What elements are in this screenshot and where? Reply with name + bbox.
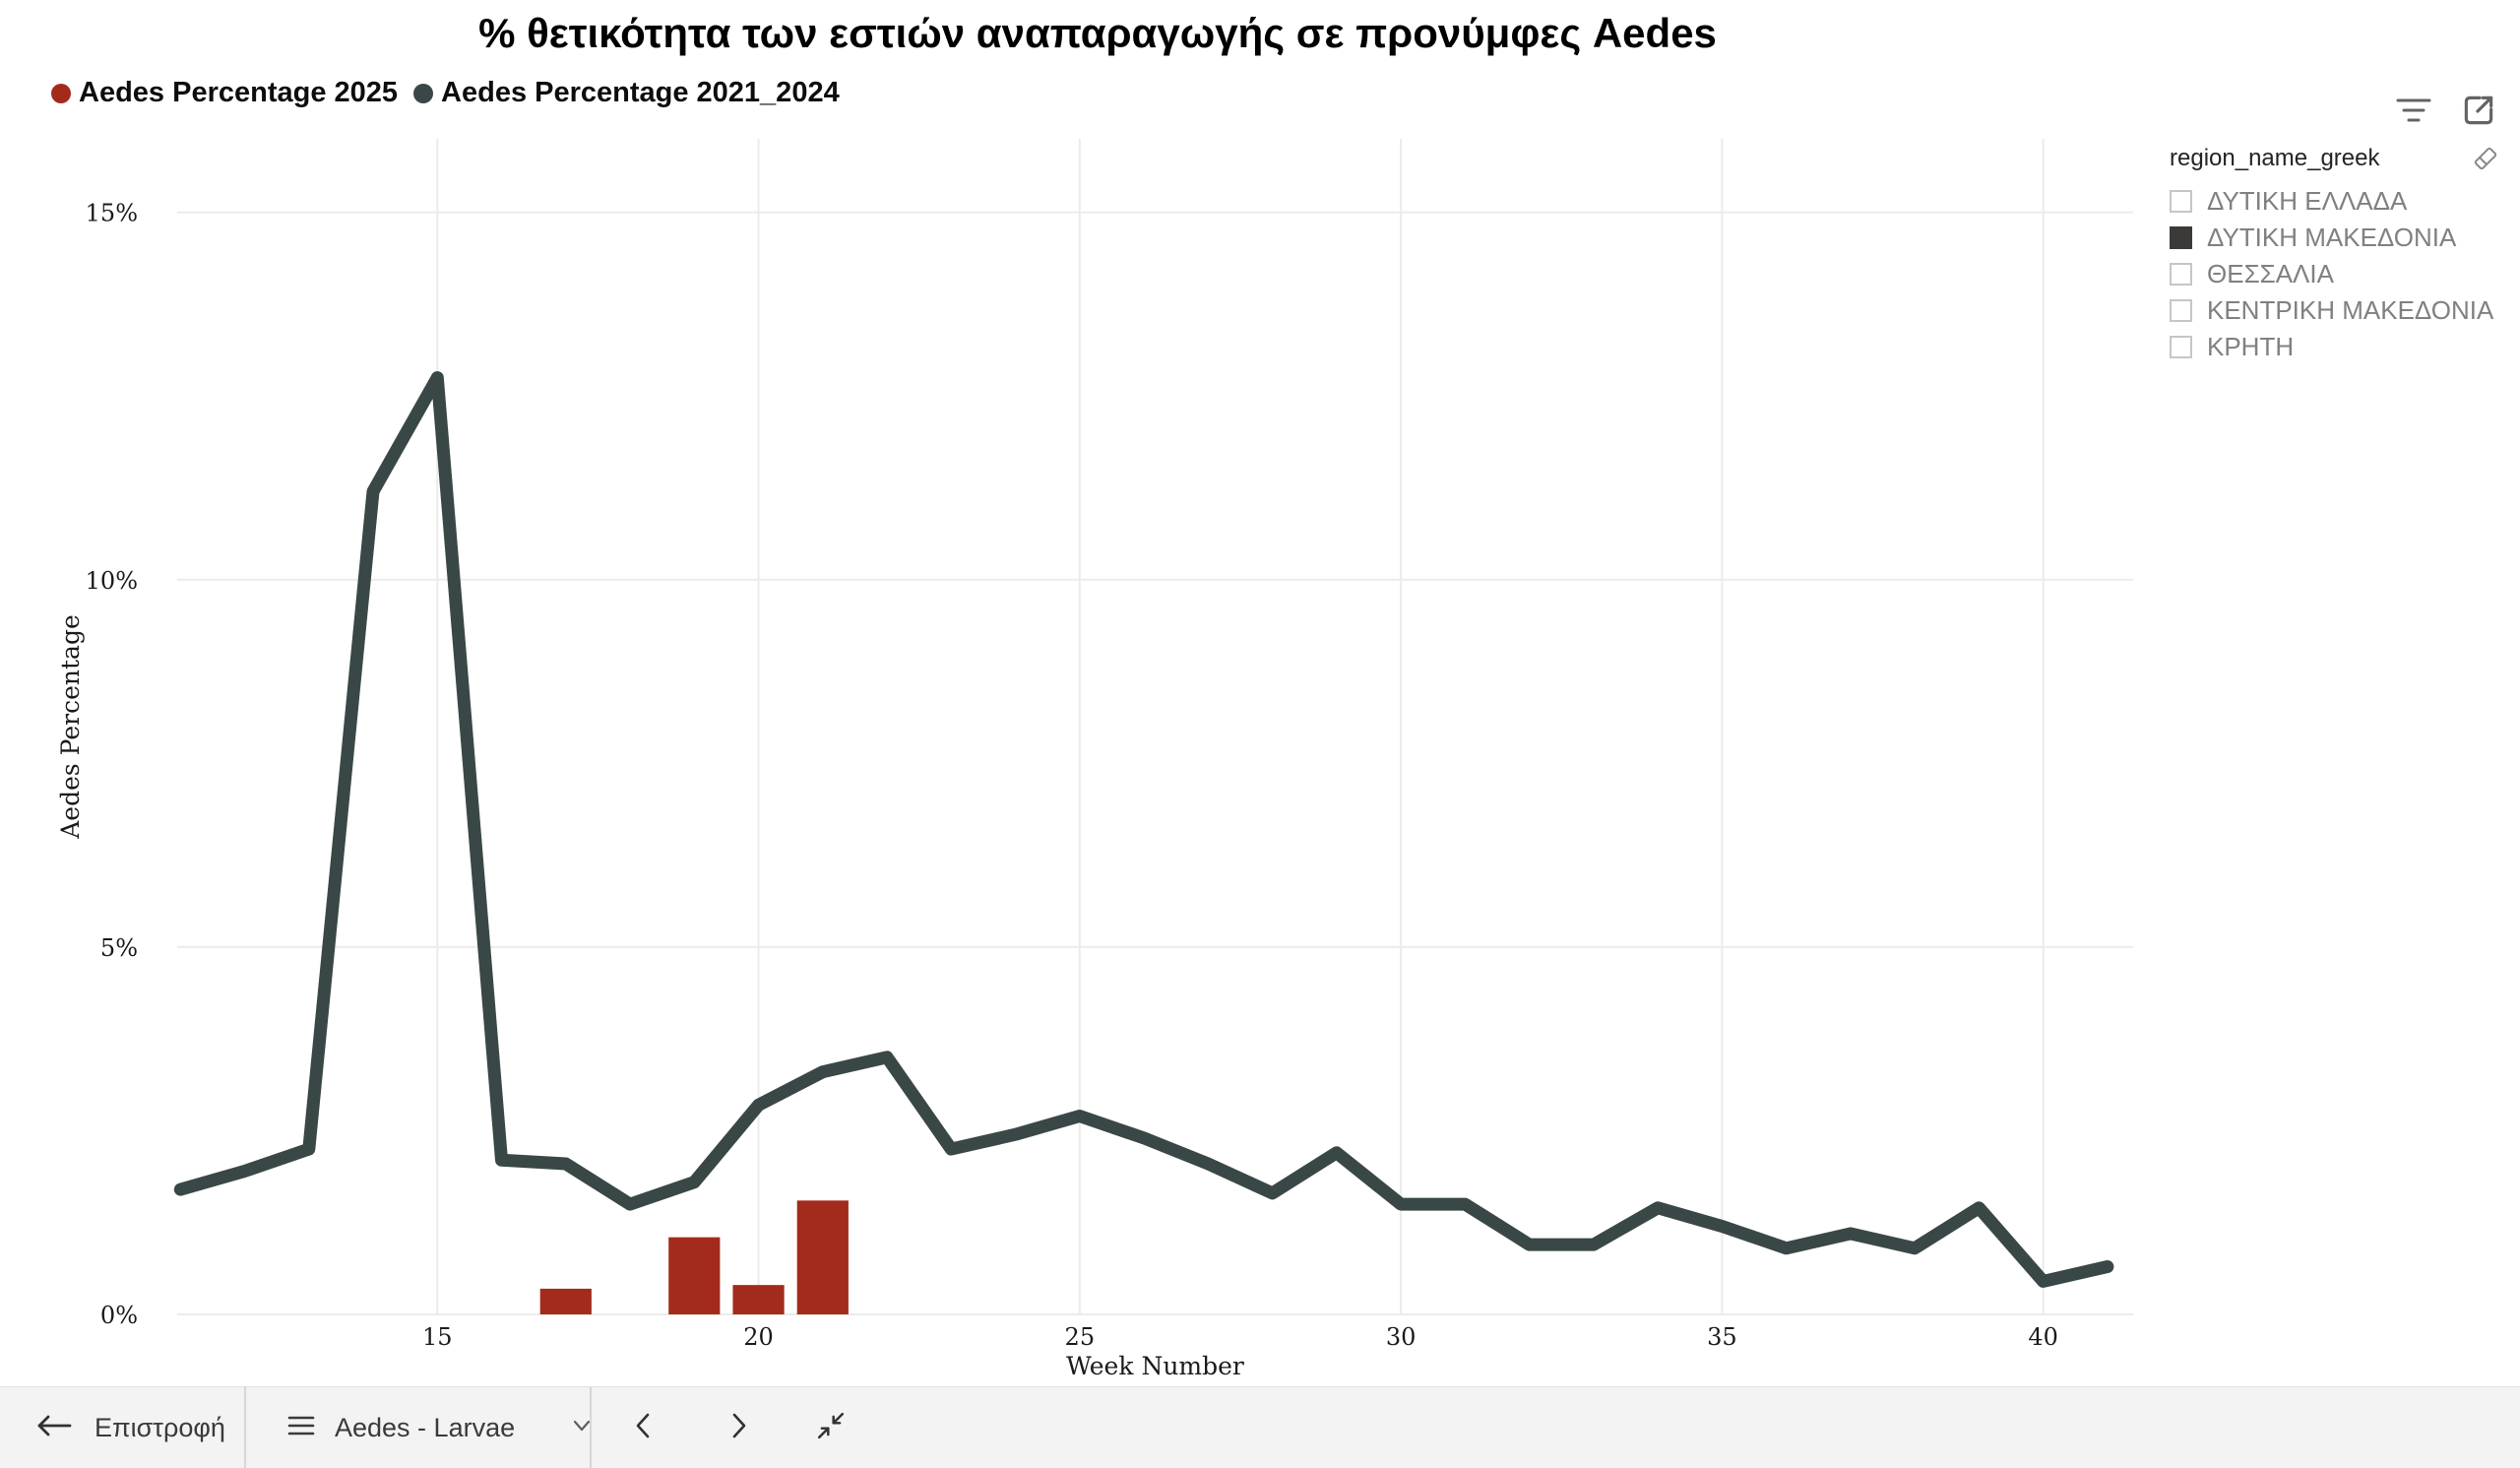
slicer-item-label: ΚΡΗΤΗ — [2207, 332, 2295, 361]
legend-label: Aedes Percentage 2021_2024 — [441, 77, 840, 108]
chart-title: % θετικότητα των εστιών αναπαραγωγής σε … — [478, 10, 1717, 56]
slicer-item-label: ΘΕΣΣΑΛΙΑ — [2207, 259, 2334, 288]
x-tick-label: 40 — [2028, 1323, 2058, 1351]
x-tick-label: 25 — [1065, 1323, 1096, 1351]
back-label: Επιστροφή — [94, 1412, 225, 1442]
page-list-icon — [287, 1414, 315, 1442]
legend-item-0: Aedes Percentage 2025 — [51, 77, 398, 109]
slicer-items: ΔΥΤΙΚΗ ΕΛΛΑΔΑ ΔΥΤΙΚΗ ΜΑΚΕΔΟΝΙΑ ΘΕΣΣΑΛΙΑ ΚΕΝ… — [2170, 183, 2500, 365]
bar-week-19 — [668, 1237, 721, 1314]
bottom-bar: Επιστροφή Aedes - Larvae — [0, 1386, 2520, 1468]
eraser-icon[interactable] — [2471, 144, 2500, 173]
slicer-item-label: ΚΕΝΤΡΙΚΗ ΜΑΚΕΔΟΝΙΑ — [2207, 295, 2494, 325]
slicer-title: region_name_greek — [2170, 145, 2380, 171]
legend-label: Aedes Percentage 2025 — [79, 77, 399, 108]
bottom-bar-divider — [590, 1387, 592, 1468]
y-tick-label: 0% — [100, 1302, 138, 1329]
back-button[interactable]: Επιστροφή — [35, 1387, 225, 1468]
legend-dot-icon — [51, 83, 71, 103]
bottom-bar-divider — [244, 1387, 246, 1468]
slicer-item-1[interactable]: ΔΥΤΙΚΗ ΜΑΚΕΔΟΝΙΑ — [2170, 220, 2500, 256]
page-selector[interactable]: Aedes - Larvae — [287, 1387, 592, 1468]
legend-item-1: Aedes Percentage 2021_2024 — [413, 77, 840, 109]
collapse-button[interactable] — [817, 1387, 845, 1468]
prev-page-button[interactable] — [632, 1387, 654, 1468]
slicer-item-2[interactable]: ΘΕΣΣΑΛΙΑ — [2170, 256, 2500, 292]
slicer-header: region_name_greek — [2170, 142, 2500, 175]
checkbox-unchecked[interactable] — [2170, 336, 2192, 358]
line-series — [173, 371, 2114, 1288]
checkbox-checked[interactable] — [2170, 226, 2192, 249]
collapse-icon — [817, 1412, 845, 1444]
page-label: Aedes - Larvae — [335, 1412, 516, 1442]
x-tick-label: 30 — [1386, 1323, 1417, 1351]
x-tick-label: 35 — [1707, 1323, 1737, 1351]
checkbox-unchecked[interactable] — [2170, 263, 2192, 286]
region-slicer: region_name_greek ΔΥΤΙΚΗ ΕΛΛΑΔΑ ΔΥΤΙΚΗ ΜΑ… — [2170, 142, 2500, 365]
bar-week-20 — [732, 1285, 785, 1314]
bar-week-21 — [796, 1200, 849, 1314]
chevron-down-icon — [572, 1419, 592, 1437]
slicer-item-label: ΔΥΤΙΚΗ ΜΑΚΕΔΟΝΙΑ — [2207, 223, 2457, 252]
slicer-item-4[interactable]: ΚΡΗΤΗ — [2170, 329, 2500, 365]
y-tick-label: 15% — [86, 200, 138, 227]
chevron-right-icon — [728, 1411, 750, 1445]
checkbox-unchecked[interactable] — [2170, 299, 2192, 322]
y-tick-label: 5% — [100, 934, 138, 962]
bar-week-17 — [539, 1288, 592, 1314]
slicer-item-3[interactable]: ΚΕΝΤΡΙΚΗ ΜΑΚΕΔΟΝΙΑ — [2170, 292, 2500, 329]
popout-icon[interactable] — [2459, 91, 2498, 130]
y-axis-title: Aedes Percentage — [56, 614, 85, 840]
filter-icon[interactable] — [2394, 91, 2433, 130]
back-arrow-icon — [35, 1413, 73, 1443]
slicer-item-0[interactable]: ΔΥΤΙΚΗ ΕΛΛΑΔΑ — [2170, 183, 2500, 220]
chart-legend: Aedes Percentage 2025 Aedes Percentage 20… — [51, 77, 840, 109]
y-tick-label: 10% — [86, 567, 138, 595]
x-tick-label: 20 — [743, 1323, 774, 1351]
legend-dot-icon — [413, 83, 434, 103]
next-page-button[interactable] — [728, 1387, 750, 1468]
visual-header — [2394, 91, 2498, 130]
x-tick-label: 15 — [422, 1323, 453, 1351]
checkbox-unchecked[interactable] — [2170, 190, 2192, 213]
x-axis-title: Week Number — [1066, 1352, 1244, 1380]
chevron-left-icon — [632, 1411, 654, 1445]
slicer-item-label: ΔΥΤΙΚΗ ΕΛΛΑΔΑ — [2207, 186, 2408, 216]
aedes-positivity-chart: 0% 5% 10% 15% 15 20 25 30 35 40 Week Number Aedes P… — [56, 139, 2133, 1380]
